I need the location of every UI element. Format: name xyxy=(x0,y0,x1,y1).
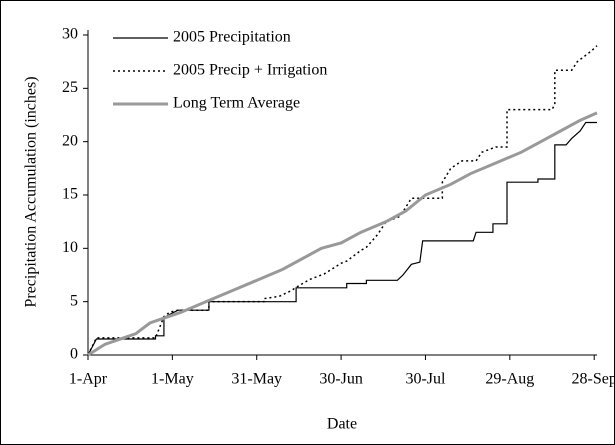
legend-label: 2005 Precipitation xyxy=(173,29,291,46)
series-line xyxy=(87,45,598,356)
x-tick-label: 1-May xyxy=(151,371,194,388)
x-tick-label: 31-May xyxy=(231,371,282,388)
y-tick-label: 30 xyxy=(62,26,78,43)
y-tick-label: 10 xyxy=(62,239,78,256)
x-tick-label: 30-Jul xyxy=(405,371,446,388)
x-tick-label: 28-Sep xyxy=(572,371,615,388)
legend-label: 2005 Precip + Irrigation xyxy=(173,62,327,79)
x-tick-label: 30-Jun xyxy=(319,371,363,388)
y-tick-label: 25 xyxy=(62,79,78,96)
y-tick-label: 0 xyxy=(70,346,78,363)
series-line xyxy=(87,111,598,357)
y-tick-label: 5 xyxy=(70,292,78,309)
y-tick-label: 20 xyxy=(62,132,78,149)
x-tick-label: 29-Aug xyxy=(485,371,534,388)
legend-label: Long Term Average xyxy=(173,95,300,112)
x-tick-label: 1-Apr xyxy=(69,371,108,388)
y-axis-label: Precipitation Accumulation (inches) xyxy=(23,76,40,307)
x-axis-label: Date xyxy=(327,416,357,433)
y-tick-label: 15 xyxy=(62,186,78,203)
